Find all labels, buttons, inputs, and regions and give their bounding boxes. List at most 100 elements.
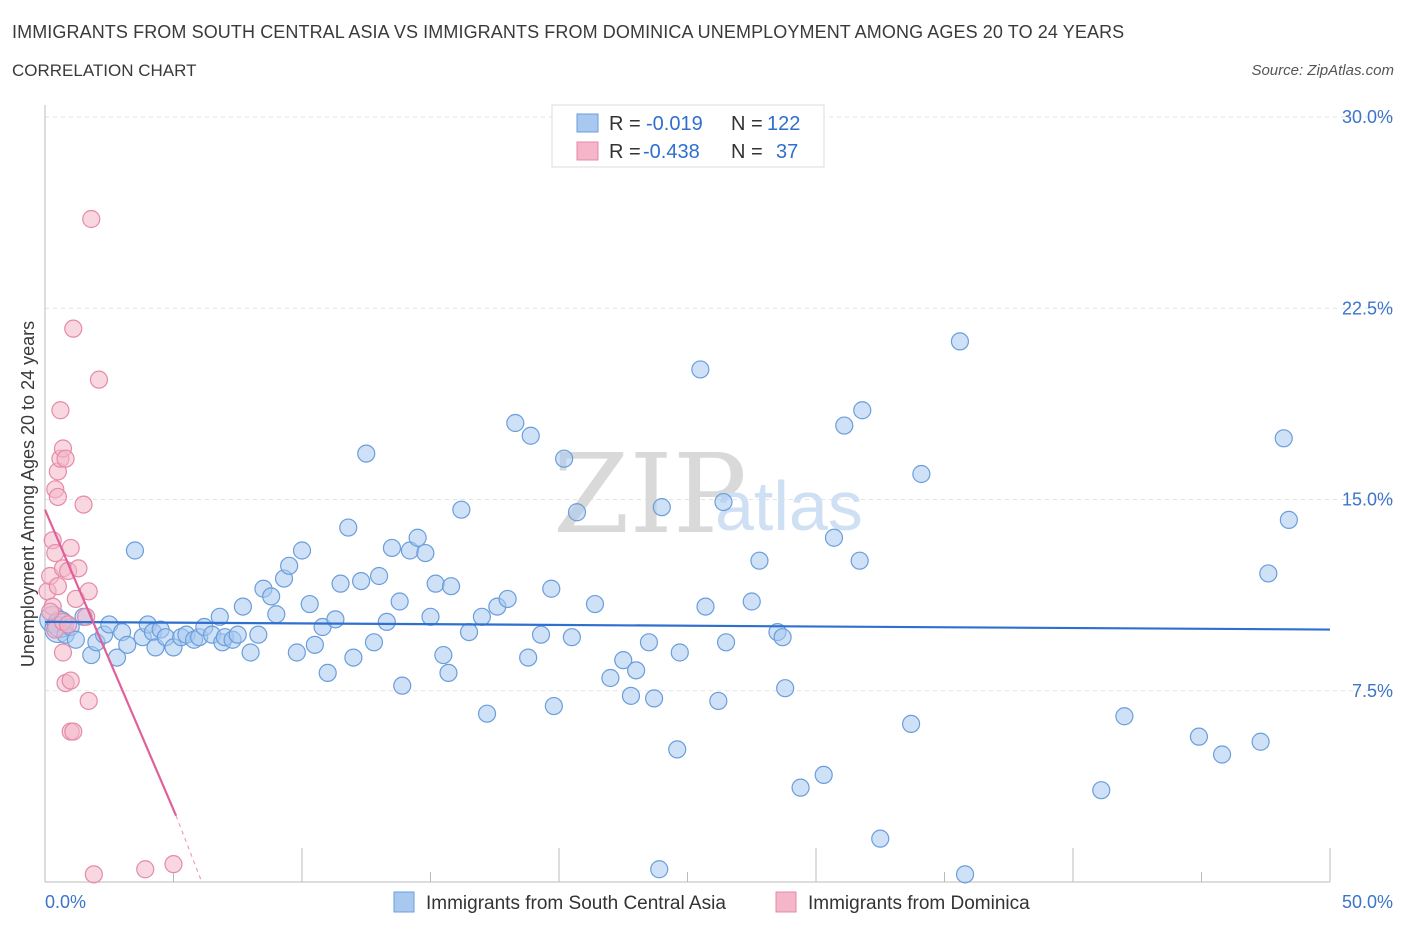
legend-n-value-pink: 37	[776, 141, 798, 163]
y-axis-label: Unemployment Among Ages 20 to 24 years	[18, 321, 38, 667]
scatter-point	[390, 592, 409, 611]
trend-line-blue	[44, 620, 1331, 631]
legend-n-label-blue: N =	[731, 113, 763, 135]
scatter-point	[650, 860, 669, 879]
source-credit: Source: ZipAtlas.com	[1251, 62, 1394, 79]
scatter-point	[498, 589, 517, 609]
chart-subtitle: CORRELATION CHART	[12, 61, 197, 80]
scatter-point	[51, 401, 70, 420]
scatter-point	[626, 661, 646, 680]
scatter-point	[773, 628, 792, 647]
scatter-point	[118, 635, 137, 654]
scatter-point	[48, 487, 67, 507]
scatter-point	[555, 449, 574, 468]
scatter-point	[477, 704, 497, 723]
scatter-point	[267, 605, 286, 624]
top-legend: R = -0.019 N = 122 R = -0.438 N = 37	[551, 104, 825, 168]
scatter-point	[544, 696, 563, 716]
scatter-point	[709, 691, 728, 711]
scatter-point	[1212, 745, 1232, 764]
scatter-point	[901, 714, 921, 734]
scatter-point	[714, 492, 733, 512]
scatter-point	[41, 602, 60, 621]
scatter-point	[125, 541, 145, 560]
scatter-point	[370, 566, 389, 586]
scatter-point	[696, 597, 715, 616]
scatter-point	[668, 740, 687, 759]
y-tick-label: 30.0%	[1342, 107, 1393, 127]
trend-line-pink-extension	[175, 815, 203, 883]
scatter-point	[82, 209, 101, 229]
legend-r-value-blue: -0.019	[646, 113, 703, 135]
legend-r-label-blue: R =	[609, 113, 641, 135]
series-dominica	[38, 209, 183, 884]
scatter-point	[357, 444, 376, 463]
scatter-point	[59, 615, 78, 634]
scatter-point	[377, 612, 396, 632]
y-tick-label: 22.5%	[1342, 298, 1393, 318]
scatter-point	[426, 574, 445, 593]
scatter-point	[318, 663, 337, 683]
scatter-point	[64, 722, 83, 741]
scatter-point	[439, 663, 458, 683]
y-tick-label: 15.0%	[1342, 490, 1393, 510]
scatter-point	[382, 538, 402, 558]
scatter-point	[79, 691, 98, 711]
scatter-point	[1189, 727, 1209, 746]
scatter-point	[614, 651, 633, 670]
scatter-point	[562, 628, 581, 647]
x-ticks	[173, 848, 1331, 882]
watermark-zip: ZIP	[553, 430, 747, 558]
scatter-point	[1259, 564, 1278, 583]
scatter-point	[1279, 510, 1298, 530]
bottom-legend-swatch-blue	[393, 891, 415, 913]
scatter-point	[89, 370, 109, 389]
scatter-point	[136, 860, 155, 879]
scatter-point	[1274, 429, 1293, 448]
scatter-point	[835, 416, 854, 435]
scatter-point	[776, 679, 795, 698]
scatter-point	[66, 630, 85, 649]
trend-lines	[43, 509, 1331, 883]
legend-n-label-pink: N =	[731, 141, 763, 163]
scatter-point	[871, 829, 890, 848]
bottom-legend-label-pink: Immigrants from Dominica	[808, 893, 1030, 914]
scatter-point	[652, 498, 671, 517]
scatter-point	[639, 633, 659, 652]
scatter-point	[421, 607, 440, 626]
scatter-point	[950, 332, 970, 351]
legend-r-label-pink: R =	[609, 141, 641, 163]
scatter-point	[280, 556, 299, 575]
series-south-central-asia	[39, 332, 1298, 884]
x-tick-label-max: 50.0%	[1342, 892, 1393, 912]
legend-swatch-blue	[576, 113, 599, 133]
scatter-point	[567, 503, 587, 522]
scatter-point	[912, 464, 931, 484]
scatter-point	[48, 577, 67, 596]
scatter-point	[716, 633, 736, 652]
scatter-point	[1251, 732, 1270, 751]
scatter-point	[233, 597, 252, 616]
scatter-point	[472, 607, 491, 626]
scatter-point	[853, 401, 872, 420]
scatter-point	[814, 765, 833, 785]
scatter-point	[644, 689, 664, 708]
y-tick-label: 7.5%	[1352, 681, 1393, 701]
legend-r-value-pink: -0.438	[643, 141, 700, 163]
scatter-point	[326, 610, 345, 629]
scatter-point	[262, 587, 281, 606]
scatter-point	[300, 594, 319, 614]
watermark: ZIP atlas	[553, 430, 863, 558]
chart-title: IMMIGRANTS FROM SOUTH CENTRAL ASIA VS IM…	[12, 22, 1125, 42]
scatter-point	[452, 500, 471, 519]
trend-line-pink	[43, 509, 178, 817]
scatter-point	[531, 625, 551, 644]
scatter-point	[74, 495, 93, 514]
scatter-point	[459, 622, 479, 642]
scatter-point	[601, 668, 620, 688]
scatter-point	[331, 574, 350, 593]
legend-swatch-pink	[576, 141, 599, 161]
scatter-point	[824, 528, 844, 547]
scatter-point	[742, 592, 761, 611]
